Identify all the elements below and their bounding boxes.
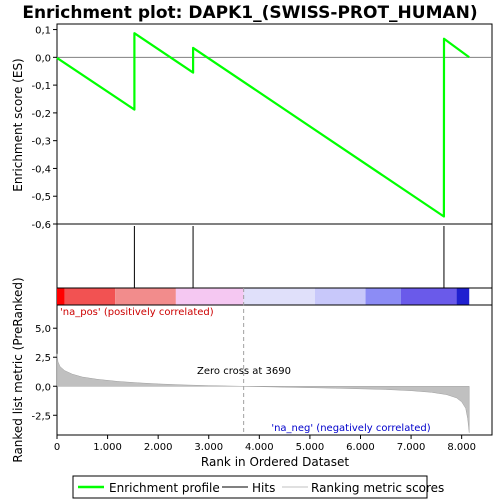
x-tick-label: 1.000: [93, 442, 122, 453]
color-bar-segment: [365, 288, 401, 305]
es-y-tick-label: -0,5: [31, 192, 51, 203]
rank-y-tick-label: 0,0: [35, 382, 51, 393]
color-bar-segment: [175, 288, 244, 305]
es-y-tick-label: -0,4: [31, 164, 51, 175]
legend-label: Enrichment profile: [109, 481, 220, 495]
es-y-tick-label: 0,1: [35, 26, 51, 37]
hits-frame: [56, 223, 493, 289]
legend-box: [72, 475, 428, 499]
x-axis-label: Rank in Ordered Dataset: [201, 455, 349, 469]
x-tick-label: 2.000: [144, 442, 173, 453]
color-bar-segment: [115, 288, 176, 305]
chart-title: Enrichment plot: DAPK1_(SWISS-PROT_HUMAN…: [22, 3, 477, 23]
ranking-panel: 5,0 2,5 0,0 -2,5 0 1.000 2.000 3.000 4.000 5.000 6…: [31, 288, 493, 453]
es-y-tick-label: -0,3: [31, 137, 51, 148]
color-bar: [56, 287, 493, 306]
rank-plot-frame: [56, 304, 493, 436]
es-y-tick-label: -0,1: [31, 81, 51, 92]
es-plot-frame: [56, 23, 493, 225]
es-panel: 0,1 0,0 -0,1 -0,2 -0,3 -0,4 -0,5 -0,6: [31, 23, 493, 231]
enrichment-profile-line: [56, 32, 470, 218]
hits-panel: [56, 223, 493, 289]
color-bar-segment: [243, 288, 315, 305]
x-tick-label: 5.000: [296, 442, 325, 453]
color-bar-segment: [456, 288, 470, 305]
rank-y-tick-label: 5,0: [35, 324, 51, 335]
x-tick-label: 0: [54, 442, 60, 453]
rank-y-axis-label: Ranked list metric (PreRanked): [11, 277, 25, 462]
color-bar-segment: [57, 288, 65, 305]
legend-label: Hits: [252, 481, 275, 495]
es-y-tick-label: 0,0: [35, 53, 51, 64]
legend-label: Ranking metric scores: [311, 481, 444, 495]
x-tick-label: 6.000: [346, 442, 375, 453]
es-y-axis-label: Enrichment score (ES): [11, 58, 25, 191]
rank-y-tick-label: -2,5: [31, 411, 51, 422]
es-y-tick-label: -0,2: [31, 109, 51, 120]
legend: Enrichment profile Hits Ranking metric sco…: [72, 475, 444, 499]
zero-cross-label: Zero cross at 3690: [197, 366, 291, 377]
es-y-tick-label: -0,6: [31, 220, 51, 231]
x-tick-label: 3.000: [194, 442, 223, 453]
positive-correlation-label: 'na_pos' (positively correlated): [60, 307, 214, 318]
color-bar-segment: [314, 288, 366, 305]
color-bar-segment: [64, 288, 116, 305]
x-tick-label: 4.000: [245, 442, 274, 453]
x-tick-label: 7.000: [397, 442, 426, 453]
x-tick-label: 8.000: [447, 442, 476, 453]
negative-correlation-label: 'na_neg' (negatively correlated): [271, 423, 430, 434]
color-bar-segment: [400, 288, 457, 305]
rank-y-tick-label: 2,5: [35, 353, 51, 364]
